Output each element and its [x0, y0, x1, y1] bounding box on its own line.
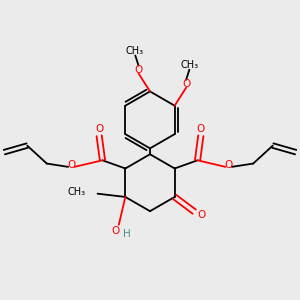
Text: O: O — [111, 226, 120, 236]
Text: CH₃: CH₃ — [126, 46, 144, 56]
Text: H: H — [123, 229, 131, 239]
Text: O: O — [96, 124, 104, 134]
Text: CH₃: CH₃ — [68, 187, 86, 197]
Text: O: O — [224, 160, 233, 170]
Text: CH₃: CH₃ — [181, 60, 199, 70]
Text: O: O — [134, 64, 143, 74]
Text: O: O — [67, 160, 76, 170]
Text: O: O — [197, 210, 206, 220]
Text: O: O — [196, 124, 204, 134]
Text: O: O — [182, 79, 190, 89]
